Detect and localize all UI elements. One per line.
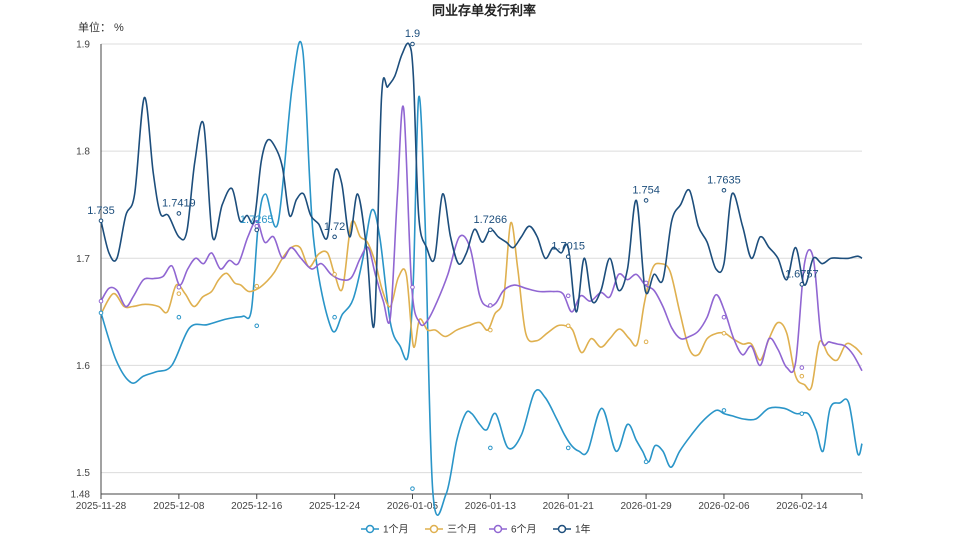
data-point-marker [488, 445, 493, 451]
data-point-marker [799, 411, 805, 416]
label-layer: 1.735 1.7419 1.7265 1.72 1.9 1.7266 1.7015 1.75… [87, 28, 818, 280]
series-layer [100, 41, 863, 516]
data-point-marker [332, 234, 337, 240]
series-line-0 [100, 41, 863, 516]
y-tick-label: 1.9 [76, 40, 90, 51]
data-label: 1.754 [632, 184, 660, 196]
x-tick-label: 2026-01-05 [387, 501, 439, 512]
y-tick-label: 1.7 [76, 254, 90, 265]
data-point-marker [488, 327, 493, 333]
x-tick-label: 2025-12-08 [153, 501, 205, 512]
marker-layer [98, 41, 805, 491]
legend-label: 6个月 [511, 524, 537, 536]
data-point-marker [176, 284, 182, 290]
data-label: 1.72 [324, 221, 345, 233]
legend-marker [365, 524, 375, 534]
y-tick-label: 1.48 [71, 490, 91, 501]
data-point-marker [721, 187, 727, 193]
data-label: 1.6757 [785, 268, 819, 280]
y-tick-label: 1.6 [76, 361, 90, 372]
data-label: 1.7015 [551, 241, 585, 253]
data-point-marker [565, 445, 571, 451]
x-tick-label: 2026-01-21 [543, 501, 595, 512]
grid-layer [101, 43, 862, 474]
data-point-marker [332, 314, 337, 320]
data-point-marker [410, 284, 415, 290]
data-point-marker [254, 283, 260, 289]
x-tick-label: 2026-01-13 [465, 501, 517, 512]
x-tick-label: 2026-02-06 [698, 501, 750, 512]
data-point-marker [332, 272, 337, 277]
data-point-marker [98, 310, 104, 316]
data-point-marker [488, 227, 493, 233]
data-point-marker [98, 298, 104, 304]
data-label: 1.7635 [707, 174, 741, 186]
series-line-2 [100, 105, 863, 373]
x-tick-label: 2026-02-14 [776, 501, 828, 512]
x-tick-label: 2025-12-16 [231, 501, 283, 512]
data-label: 1.735 [87, 205, 115, 217]
data-point-marker [643, 339, 649, 345]
legend-label: 1个月 [383, 524, 409, 536]
data-point-marker [643, 459, 649, 465]
legend-item-0: 1个月 [361, 524, 409, 536]
data-point-marker [488, 303, 493, 308]
data-point-marker [799, 365, 805, 370]
data-label: 1.7265 [240, 214, 274, 226]
data-point-marker [799, 373, 805, 379]
y-tick-label: 1.8 [76, 147, 90, 158]
data-point-marker [799, 282, 805, 287]
legend-item-3: 1年 [553, 523, 591, 536]
data-point-marker [643, 280, 649, 286]
legend-marker [429, 524, 439, 534]
legend: 1个月 三个月 6个月 1年 [361, 523, 591, 536]
legend-label: 三个月 [447, 524, 477, 536]
x-tick-label: 2025-11-28 [76, 501, 127, 512]
data-point-marker [565, 323, 571, 329]
x-tick-label: 2026-01-29 [621, 501, 673, 512]
data-point-marker [98, 218, 104, 224]
data-point-marker [721, 408, 727, 413]
data-point-marker [643, 198, 649, 203]
legend-label: 1年 [575, 523, 591, 536]
legend-item-2: 6个月 [489, 524, 537, 536]
series-line-3 [100, 42, 863, 328]
legend-marker [557, 524, 567, 534]
unit-label: 单位： % [78, 20, 124, 34]
data-point-marker [176, 314, 182, 320]
data-point-marker [176, 211, 182, 216]
data-point-marker [176, 291, 182, 296]
chart-title: 同业存单发行利率 [432, 3, 536, 18]
data-point-marker [410, 41, 415, 47]
data-label: 1.7266 [474, 214, 508, 226]
data-point-marker [721, 330, 727, 336]
data-point-marker [565, 293, 571, 299]
data-point-marker [721, 314, 727, 320]
data-point-marker [254, 323, 260, 329]
data-label: 1.7419 [162, 197, 196, 209]
data-label: 1.9 [405, 28, 420, 40]
legend-item-1: 三个月 [425, 524, 477, 536]
series-line-1 [100, 220, 863, 391]
legend-marker [493, 524, 503, 534]
data-point-marker [410, 486, 415, 491]
data-point-marker [565, 254, 571, 259]
x-tick-label: 2025-12-24 [309, 501, 361, 512]
y-tick-label: 1.5 [76, 468, 90, 479]
data-point-marker [254, 227, 260, 233]
